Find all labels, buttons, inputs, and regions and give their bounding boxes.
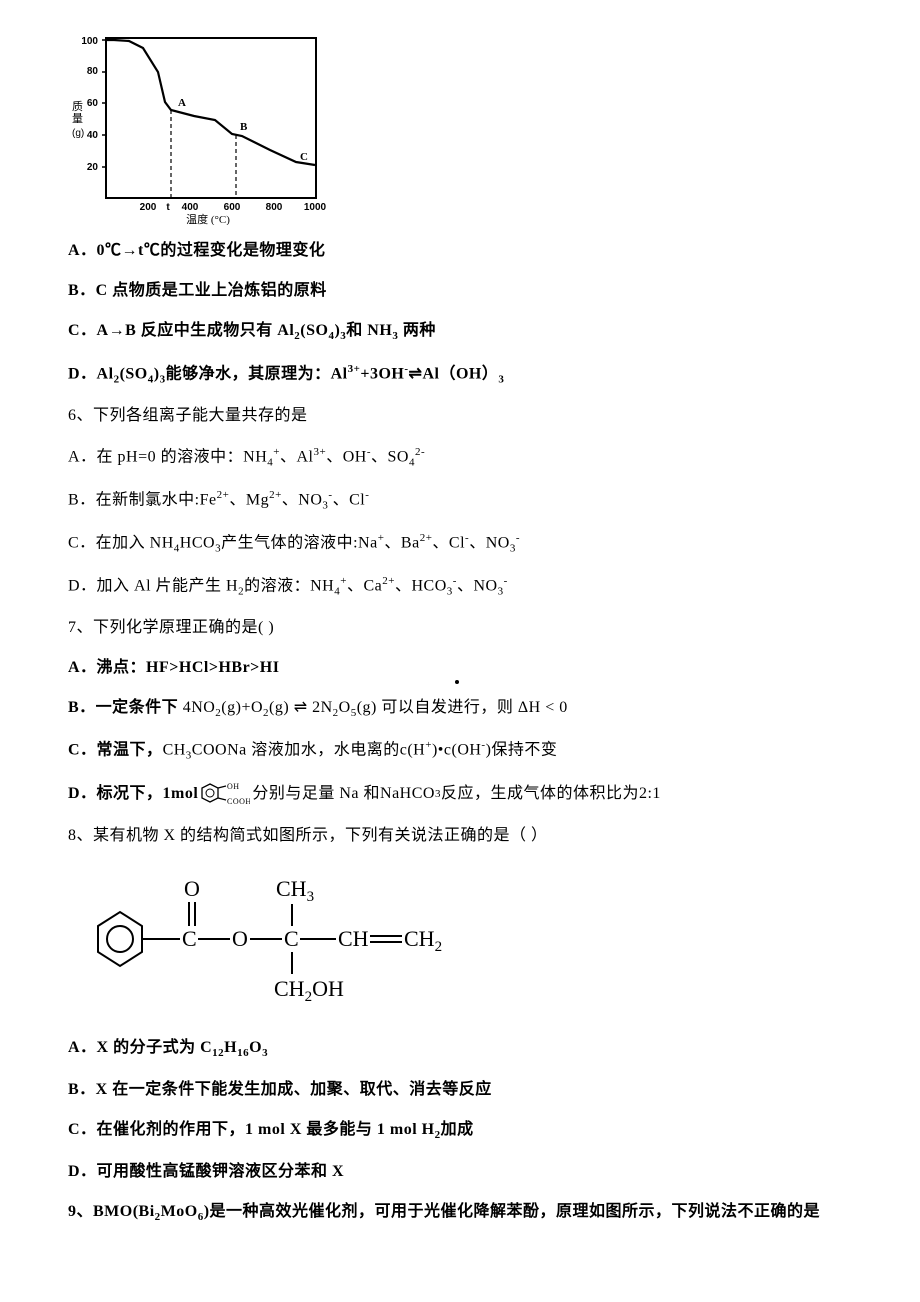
marker-B: B — [240, 121, 248, 133]
y-axis-label-1: 质 — [72, 100, 83, 113]
xtick-200: 200 — [140, 202, 157, 213]
marker-C: C — [300, 151, 308, 163]
svg-text:CH2: CH2 — [404, 926, 442, 955]
q6-option-D: D．加入 Al 片能产生 H2的溶液：NH4+、Ca2+、HCO3-、NO3- — [68, 573, 850, 600]
benzene-oh-cooh-icon: OH COOH — [200, 780, 250, 808]
svg-text:O: O — [232, 926, 248, 951]
q8-stem: 8、某有机物 X 的结构简式如图所示，下列有关说法正确的是（ ） — [68, 824, 850, 848]
svg-text:C: C — [284, 926, 299, 951]
ytick-40: 40 — [87, 130, 99, 141]
q8-option-B: B．X 在一定条件下能发生加成、加聚、取代、消去等反应 — [68, 1078, 850, 1102]
q7-option-C: C．常温下，CH3COONa 溶液加水，水电离的c(H+)•c(OH-)保持不变 — [68, 737, 850, 764]
q7-option-A: A．沸点：HF>HCl>HBr>HI — [68, 656, 850, 680]
q5-option-C: C．A→B 反应中生成物只有 Al2(SO4)3和 NH3 两种 — [68, 319, 850, 345]
q6-option-A: A．在 pH=0 的溶液中：NH4+、Al3+、OH-、SO42- — [68, 444, 850, 471]
xtick-600: 600 — [224, 202, 241, 213]
q6-option-C: C．在加入 NH4HCO3产生气体的溶液中:Na+、Ba2+、Cl-、NO3- — [68, 530, 850, 557]
q7-option-B: B．一定条件下 4NO2(g)+O2(g) ⇌ 2N2O5(g) 可以自发进行，… — [68, 696, 850, 722]
q8-option-C: C．在催化剂的作用下，1 mol X 最多能与 1 mol H2加成 — [68, 1118, 850, 1144]
ytick-100: 100 — [81, 36, 98, 47]
q8-option-D: D．可用酸性高锰酸钾溶液区分苯和 X — [68, 1160, 850, 1184]
ytick-60: 60 — [87, 98, 99, 109]
molecule-x-structure: C O O C CH3 CH2OH CH CH2 — [68, 864, 448, 1024]
xtick-800: 800 — [266, 202, 283, 213]
q8-option-A: A．X 的分子式为 C12H16O3 — [68, 1036, 850, 1062]
ytick-80: 80 — [87, 66, 99, 77]
q7-option-D: D．标况下，1mol OH COOH 分别与足量 Na 和 NaHCO3 反应，… — [68, 780, 850, 808]
marker-A: A — [178, 97, 186, 109]
q5-option-B: B．C 点物质是工业上冶炼铝的原料 — [68, 279, 850, 303]
y-axis-label-2: 量 — [72, 112, 83, 125]
q5-option-A: A．0℃→t℃的过程变化是物理变化 — [68, 239, 850, 263]
ytick-20: 20 — [87, 162, 99, 173]
q9-stem: 9、BMO(Bi2MoO6)是一种高效光催化剂，可用于光催化降解苯酚，原理如图所… — [68, 1200, 850, 1226]
q6-stem: 6、下列各组离子能大量共存的是 — [68, 404, 850, 428]
q7-stem: 7、下列化学原理正确的是( ) — [68, 616, 850, 640]
svg-text:O: O — [184, 876, 200, 901]
q6-option-B: B．在新制氯水中:Fe2+、Mg2+、NO3-、Cl- — [68, 487, 850, 514]
chart-svg: 100 80 60 40 20 质 量 (g) 200 400 600 800 … — [68, 30, 328, 225]
mass-temperature-chart: 100 80 60 40 20 质 量 (g) 200 400 600 800 … — [68, 30, 850, 225]
q5-option-D: D．Al2(SO4)3能够净水，其原理为：Al3++3OH-⇌Al（OH）3 — [68, 361, 850, 388]
svg-text:C: C — [182, 926, 197, 951]
svg-text:COOH: COOH — [227, 797, 250, 806]
x-axis-label: 温度 (°C) — [186, 212, 230, 225]
page-center-dot — [455, 680, 459, 684]
svg-text:CH2OH: CH2OH — [274, 976, 344, 1005]
svg-text:CH: CH — [338, 926, 369, 951]
xtick-1000: 1000 — [304, 202, 327, 213]
xtick-400: 400 — [182, 202, 199, 213]
y-axis-unit: (g) — [72, 128, 84, 139]
svg-text:OH: OH — [227, 782, 240, 791]
svg-text:CH3: CH3 — [276, 876, 314, 905]
